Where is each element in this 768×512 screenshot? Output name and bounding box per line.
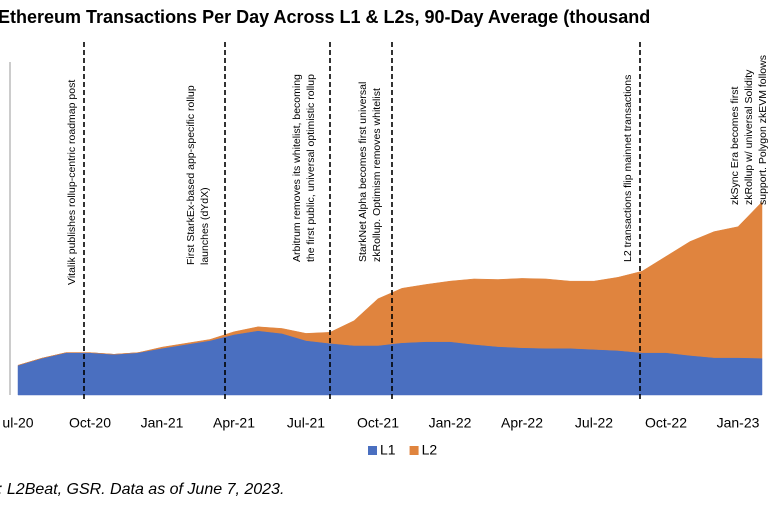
annotation: Arbitrum removes its whitelist, becoming [291,74,303,262]
legend-swatch [368,446,377,455]
x-tick-label: Jan-21 [141,415,184,431]
x-tick-label: Jul-22 [575,415,613,431]
annotation: zkRollup. Optimism removes whitelist [371,88,383,262]
x-tick-label: Oct-22 [645,415,687,431]
annotation: the first public, universal optimistic r… [305,74,317,262]
annotation: zkRollup w/ universal Solidity [743,69,755,205]
x-tick-label: Apr-21 [213,415,255,431]
x-tick-label: Oct-20 [69,415,111,431]
annotation: Vitalik publishes rollup-centric roadmap… [66,80,78,285]
x-tick-label: Apr-22 [501,415,543,431]
legend-label: L1 [380,442,396,458]
legend-swatch [409,446,419,455]
x-tick-label: ul-20 [2,415,33,431]
annotation: zkSync Era becomes first [729,86,741,205]
annotation: launches (dYdX) [199,187,211,265]
x-tick-label: Jul-21 [287,415,325,431]
area-l2 [17,201,763,366]
x-tick-label: Jan-22 [429,415,472,431]
annotation: support. Polygon zkEVM follows [757,55,768,205]
annotation: L2 transactions flip mainnet transaction… [622,75,634,262]
legend-label: L2 [422,442,438,458]
chart-title: Ethereum Transactions Per Day Across L1 … [0,7,650,27]
source-note: : L2Beat, GSR. Data as of June 7, 2023. [0,481,284,498]
annotation: First StarkEx-based app-specific rollup [185,85,197,265]
annotation: StarkNet Alpha becomes first universal [357,82,369,262]
x-tick-label: Oct-21 [357,415,399,431]
x-tick-label: Jan-23 [717,415,760,431]
